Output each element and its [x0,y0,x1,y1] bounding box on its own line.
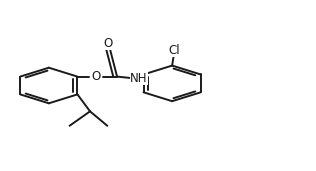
Text: Cl: Cl [168,44,179,57]
Text: O: O [91,70,100,83]
Text: NH: NH [131,72,148,85]
Text: O: O [103,37,112,50]
